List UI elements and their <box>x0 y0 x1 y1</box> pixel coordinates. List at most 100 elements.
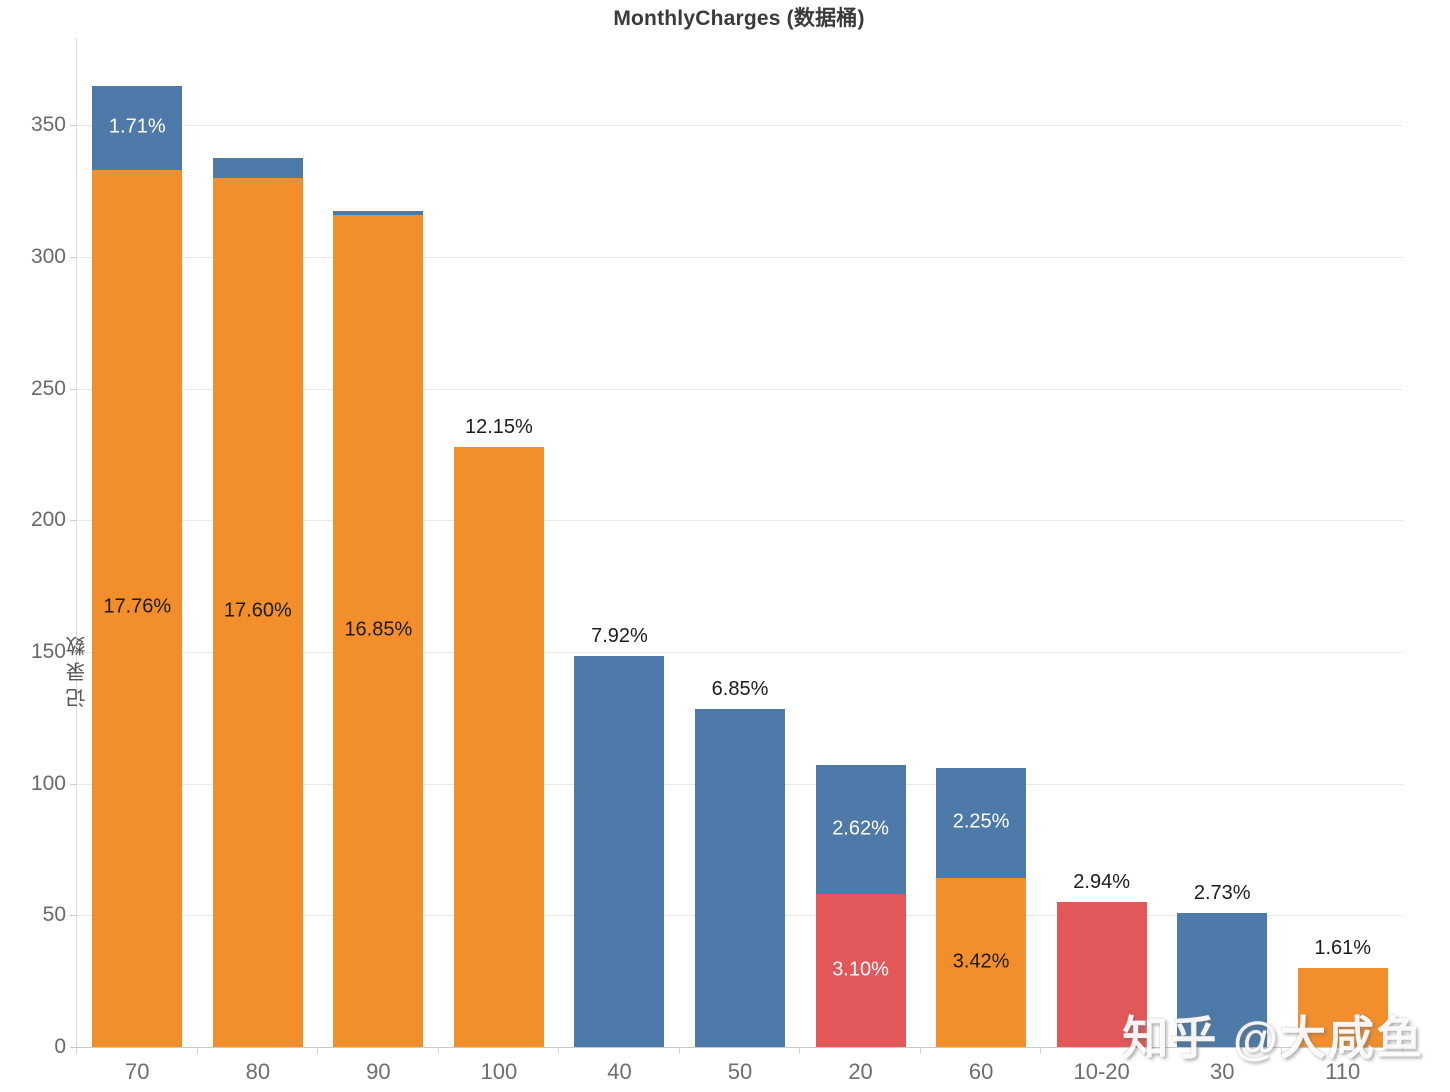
segment-label-90-orange: 16.85% <box>344 618 413 641</box>
x-tick-label-40: 40 <box>607 1059 632 1084</box>
bar-segment-50-blue[interactable] <box>695 708 785 1047</box>
bar-segment-90-orange[interactable]: 16.85% <box>333 214 424 1047</box>
x-tick-label-80: 80 <box>245 1059 271 1084</box>
segment-label-80-orange: 17.60% <box>223 600 292 623</box>
bar-segment-80-orange[interactable]: 17.60% <box>212 177 303 1047</box>
gridline-150 <box>77 651 1403 653</box>
segment-label-70-orange: 17.76% <box>103 596 172 619</box>
plot-area: 记录数 17.76% 1.71% 17.60% 16.85% 12.15% 7.92% 6.… <box>67 38 1403 1084</box>
category-slot-90: 16.85% <box>318 38 439 1047</box>
bar-20[interactable]: 3.10% 2.62% <box>815 765 906 1047</box>
x-tick-label-110: 110 <box>1325 1059 1361 1084</box>
category-slot-110: 1.61% <box>1282 38 1403 1047</box>
x-tick-mark-0 <box>76 1048 77 1054</box>
y-tick-label-350: 350 <box>30 113 66 137</box>
gridline-200 <box>77 520 1403 522</box>
gridline-350 <box>77 125 1403 127</box>
x-tick-mark-2 <box>317 1048 319 1054</box>
x-tick-label-50: 50 <box>727 1059 753 1084</box>
bar-60[interactable]: 3.42% 2.25% <box>936 767 1027 1047</box>
segment-label-20-red: 3.10% <box>832 958 889 981</box>
x-tick-mark-10 <box>1281 1048 1283 1054</box>
bar-segment-80-blue[interactable] <box>212 158 303 178</box>
x-tick-label-90: 90 <box>366 1059 391 1084</box>
y-tick-label-250: 250 <box>30 376 66 400</box>
x-tick-mark-9 <box>1160 1048 1162 1054</box>
category-slot-80: 17.60% <box>198 38 319 1047</box>
bar-segment-20-blue[interactable]: 2.62% <box>815 765 906 895</box>
y-tick-label-0: 0 <box>54 1035 66 1058</box>
bar-segment-40-blue[interactable] <box>574 655 665 1047</box>
bar-label-above-40: 7.92% <box>591 624 648 647</box>
category-slot-60: 3.42% 2.25% <box>921 38 1042 1047</box>
y-tick-mark-100 <box>70 783 76 785</box>
bar-label-above-50: 6.85% <box>711 677 769 700</box>
segment-label-60-blue: 2.25% <box>952 810 1010 833</box>
x-tick-mark-7 <box>919 1048 921 1054</box>
category-slot-70: 17.76% 1.71% <box>77 38 198 1047</box>
bars-container: 17.76% 1.71% 17.60% 16.85% 12.15% 7.92% 6.85% 3… <box>77 38 1403 1047</box>
watermark: 知乎 @大咸鱼 <box>1122 1012 1424 1064</box>
bar-40[interactable] <box>574 655 665 1047</box>
y-tick-mark-350 <box>70 125 76 127</box>
segment-label-70-blue: 1.71% <box>108 115 166 138</box>
y-tick-mark-200 <box>70 520 76 522</box>
gridline-250 <box>77 388 1403 390</box>
x-tick-mark-11 <box>1402 1048 1403 1054</box>
category-slot-40: 7.92% <box>559 38 680 1047</box>
category-slot-100: 12.15% <box>439 38 560 1047</box>
x-tick-label-30: 30 <box>1209 1059 1235 1084</box>
bar-segment-70-orange[interactable]: 17.76% <box>92 169 183 1047</box>
bar-80[interactable]: 17.60% <box>212 158 303 1047</box>
x-tick-mark-4 <box>558 1048 560 1054</box>
x-axis-labels: 70 80 90 100 40 50 20 60 10-20 30 110 <box>77 1059 1403 1085</box>
bar-30[interactable] <box>1177 912 1268 1047</box>
x-tick-mark-5 <box>678 1048 680 1054</box>
x-tick-mark-3 <box>437 1048 439 1054</box>
y-tick-mark-300 <box>70 256 76 258</box>
x-tick-label-10-20: 10-20 <box>1073 1059 1130 1084</box>
bar-90[interactable]: 16.85% <box>333 210 424 1047</box>
y-tick-label-150: 150 <box>30 639 66 663</box>
category-slot-50: 6.85% <box>680 38 801 1047</box>
bar-segment-30-blue[interactable] <box>1177 912 1268 1047</box>
x-tick-mark-8 <box>1040 1048 1042 1054</box>
bar-segment-100-orange[interactable] <box>453 446 544 1047</box>
y-tick-mark-250 <box>70 388 76 390</box>
category-slot-10-20: 2.94% <box>1041 38 1162 1047</box>
bar-100[interactable] <box>453 446 544 1047</box>
bar-segment-10-20-red[interactable] <box>1056 902 1147 1047</box>
segment-label-60-orange: 3.42% <box>952 950 1010 973</box>
bar-label-above-110: 1.61% <box>1314 937 1372 959</box>
bar-label-above-100: 12.15% <box>464 415 533 438</box>
bar-label-above-30: 2.73% <box>1193 881 1251 904</box>
x-tick-mark-1 <box>196 1048 198 1054</box>
category-slot-20: 3.10% 2.62% <box>800 38 921 1047</box>
y-tick-mark-150 <box>70 651 76 653</box>
x-tick-mark-6 <box>799 1048 801 1054</box>
bar-10-20[interactable] <box>1056 902 1147 1047</box>
x-tick-label-60: 60 <box>968 1059 994 1084</box>
bar-110[interactable] <box>1297 968 1388 1047</box>
x-tick-label-100: 100 <box>480 1059 518 1084</box>
y-tick-label-100: 100 <box>30 771 66 795</box>
x-tick-label-70: 70 <box>125 1059 150 1084</box>
gridline-300 <box>77 256 1403 258</box>
bar-segment-60-orange[interactable]: 3.42% <box>936 878 1027 1047</box>
bar-segment-110-orange[interactable] <box>1297 968 1388 1047</box>
y-tick-label-50: 50 <box>42 903 66 927</box>
x-tick-label-20: 20 <box>848 1059 873 1084</box>
bar-segment-90-blue[interactable] <box>333 210 424 215</box>
category-slot-30: 2.73% <box>1162 38 1283 1047</box>
bar-70[interactable]: 17.76% 1.71% <box>92 85 183 1047</box>
y-tick-mark-50 <box>70 915 76 917</box>
bar-segment-70-blue[interactable]: 1.71% <box>92 85 183 170</box>
bar-50[interactable] <box>695 708 785 1047</box>
bar-label-above-10-20: 2.94% <box>1073 871 1130 894</box>
y-tick-label-200: 200 <box>30 508 66 532</box>
y-tick-label-300: 300 <box>30 244 66 268</box>
segment-label-20-blue: 2.62% <box>832 817 889 840</box>
bar-segment-20-red[interactable]: 3.10% <box>815 894 906 1047</box>
bar-segment-60-blue[interactable]: 2.25% <box>936 767 1027 879</box>
